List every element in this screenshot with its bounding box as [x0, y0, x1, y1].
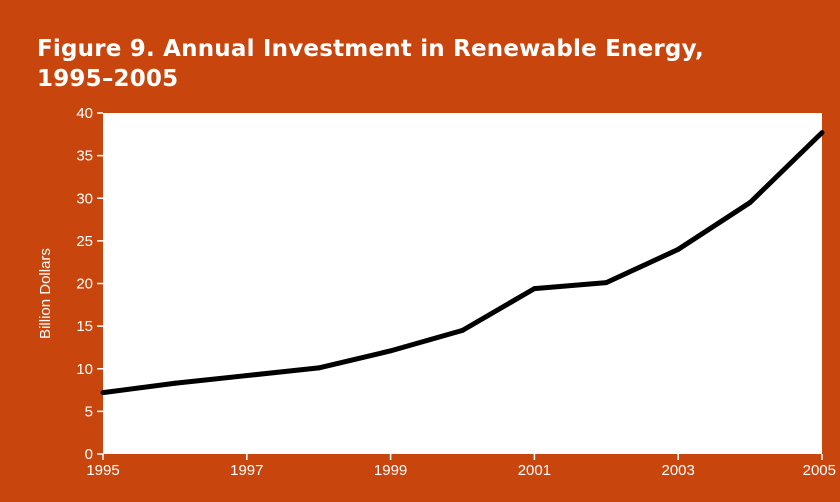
x-tick-label: 2003 — [662, 462, 695, 479]
y-tick-label: 30 — [76, 190, 93, 207]
data-point — [675, 246, 681, 252]
data-point — [100, 390, 106, 396]
data-point — [747, 200, 753, 206]
data-point — [460, 327, 465, 333]
x-tick-label: 1997 — [230, 462, 263, 479]
y-tick-label: 25 — [76, 233, 93, 250]
x-axis: 1995 1997 1999 2001 2003 2005 — [86, 454, 836, 479]
y-tick-label: 10 — [76, 361, 93, 378]
data-point — [531, 286, 537, 292]
data-point — [244, 373, 250, 379]
x-tick-label: 2001 — [518, 462, 551, 479]
series-layer — [100, 130, 825, 396]
data-point — [819, 130, 825, 136]
data-point — [172, 380, 178, 386]
x-tick-label: 1995 — [86, 462, 119, 479]
x-tick-label: 2005 — [803, 462, 836, 479]
title-line-1: Figure 9. Annual Investment in Renewable… — [37, 36, 704, 62]
data-point — [603, 280, 609, 286]
title-line-2: 1995–2005 — [37, 66, 179, 92]
figure-title: Figure 9. Annual Investment in Renewable… — [37, 34, 827, 94]
y-tick-label: 15 — [76, 318, 93, 335]
data-point — [388, 348, 394, 354]
y-tick-label: 20 — [76, 276, 93, 293]
y-tick-label: 5 — [85, 403, 93, 420]
y-axis-title: Billion Dollars — [37, 248, 54, 339]
data-point — [316, 365, 322, 371]
y-tick-label: 40 — [76, 105, 93, 122]
y-axis: 0 5 10 15 20 25 30 35 40 — [76, 105, 103, 463]
plot-area — [103, 113, 822, 454]
y-tick-label: 0 — [85, 446, 93, 463]
x-tick-label: 1999 — [374, 462, 407, 479]
y-tick-label: 35 — [76, 148, 93, 165]
